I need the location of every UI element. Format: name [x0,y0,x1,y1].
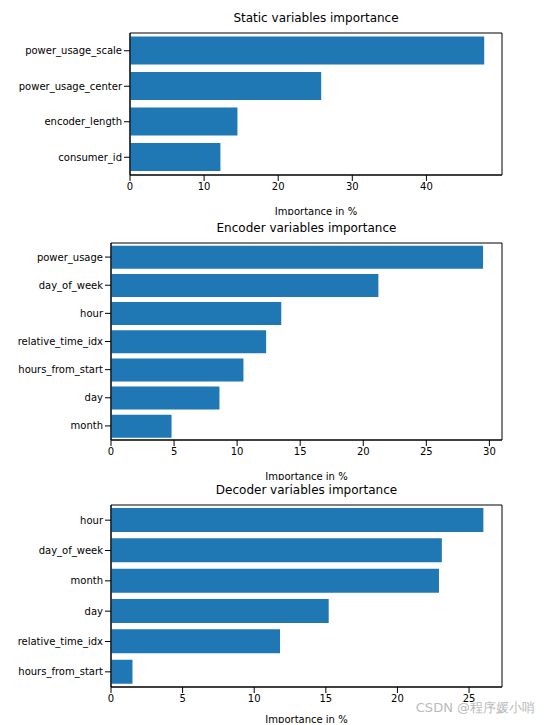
svg-text:day: day [85,606,103,617]
svg-text:10: 10 [248,693,261,704]
svg-text:power_usage_scale: power_usage_scale [25,45,122,57]
svg-text:40: 40 [420,181,433,192]
svg-text:0: 0 [127,181,133,192]
svg-text:5: 5 [171,446,177,457]
svg-text:0: 0 [108,693,114,704]
svg-text:hours_from_start: hours_from_start [18,364,103,376]
svg-text:5: 5 [179,693,185,704]
svg-text:20: 20 [391,693,404,704]
svg-text:hour: hour [80,515,104,526]
svg-text:consumer_id: consumer_id [58,152,122,164]
svg-text:day_of_week: day_of_week [39,545,104,557]
svg-text:25: 25 [420,446,433,457]
svg-text:Importance in %: Importance in % [275,206,357,215]
svg-text:20: 20 [357,446,370,457]
svg-text:15: 15 [319,693,332,704]
svg-text:10: 10 [231,446,244,457]
svg-text:encoder_length: encoder_length [44,116,122,128]
svg-text:month: month [71,420,103,431]
svg-text:hour: hour [80,308,104,319]
svg-text:power_usage: power_usage [37,252,103,264]
svg-text:15: 15 [294,446,307,457]
svg-text:Importance in %: Importance in % [265,471,347,480]
svg-text:power_usage_center: power_usage_center [19,81,123,93]
svg-text:relative_time_idx: relative_time_idx [18,336,103,348]
svg-text:0: 0 [108,446,114,457]
svg-text:month: month [71,575,103,586]
svg-text:10: 10 [198,181,211,192]
svg-text:30: 30 [346,181,359,192]
svg-text:hours_from_start: hours_from_start [18,666,103,678]
svg-text:Importance in %: Importance in % [265,714,347,723]
svg-text:20: 20 [272,181,285,192]
svg-text:30: 30 [483,446,496,457]
svg-text:day_of_week: day_of_week [39,280,104,292]
svg-text:day: day [85,392,103,403]
svg-text:relative_time_idx: relative_time_idx [18,636,103,648]
